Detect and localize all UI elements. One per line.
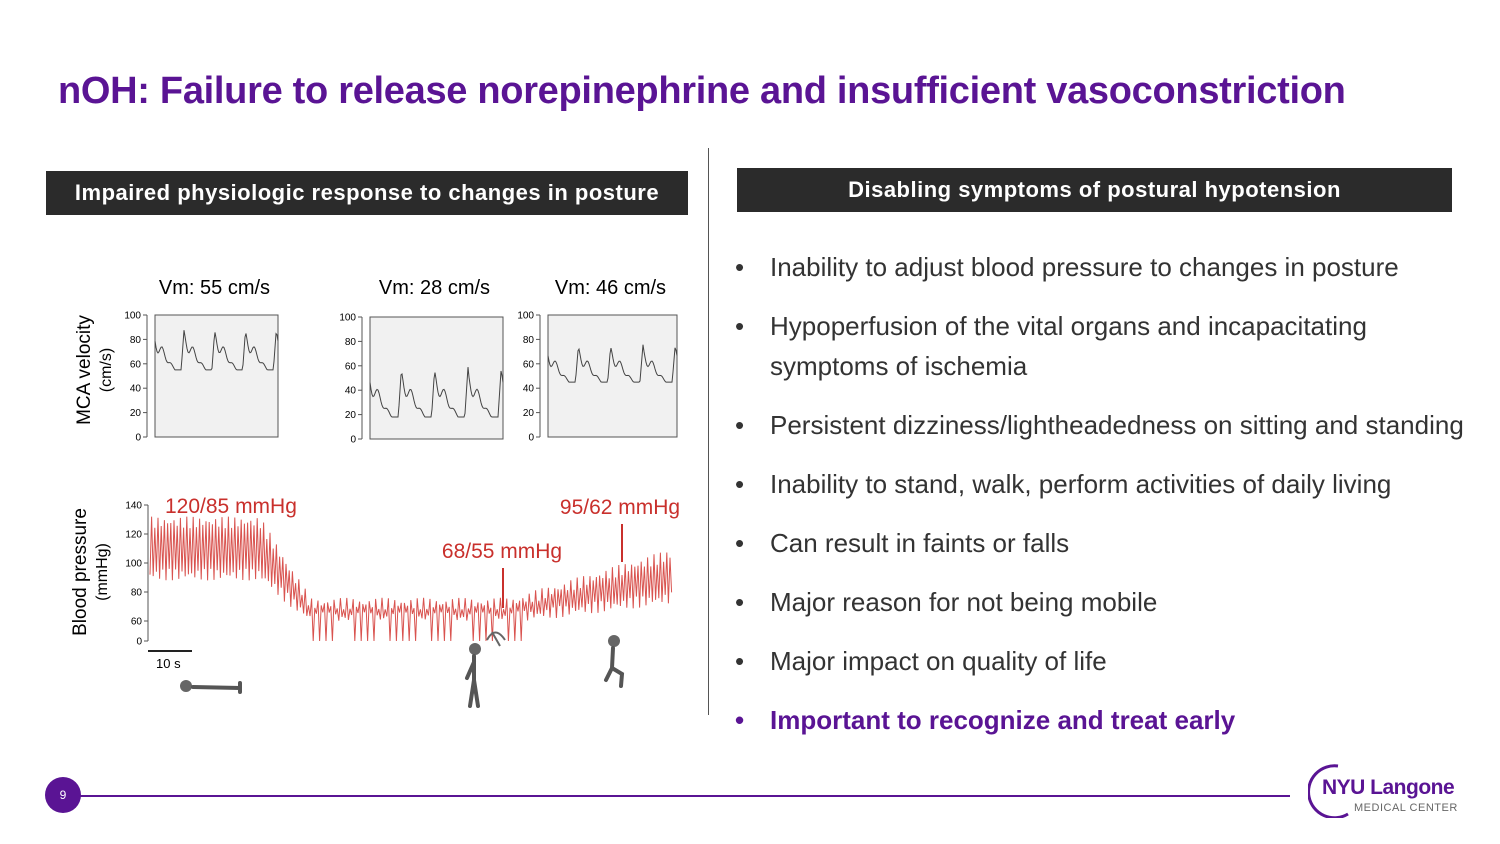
axis-label: Blood pressure — [70, 508, 91, 636]
figure-icon — [180, 680, 192, 692]
tick-label: 100 — [517, 311, 534, 322]
tick-label: 20 — [523, 408, 535, 419]
logo-name: NYU Langone — [1322, 776, 1455, 799]
waveform — [369, 367, 504, 418]
tick-label: 80 — [345, 337, 357, 348]
bullet: Persistent dizziness/lightheadedness on … — [735, 405, 1475, 445]
logo-arc — [1308, 764, 1349, 818]
axis-unit: (mmHg) — [94, 543, 111, 601]
bullet: Major impact on quality of life — [735, 641, 1475, 681]
bullet: Hypoperfusion of the vital organs and in… — [735, 306, 1475, 386]
bp-annotation: 68/55 mmHg — [442, 540, 562, 563]
tick-label: 60 — [130, 359, 142, 370]
panel-label: Vm: 46 cm/s — [555, 277, 666, 299]
slide-title: nOH: Failure to release norepinephrine a… — [58, 70, 1346, 112]
left-heading: Impaired physiologic response to changes… — [46, 171, 688, 215]
bullet: Can result in faints or falls — [735, 523, 1475, 563]
bp-annotation: 95/62 mmHg — [560, 496, 680, 519]
waveform — [154, 330, 279, 371]
bp-trace — [149, 516, 673, 642]
panel-box — [154, 314, 279, 438]
panel-label: Vm: 28 cm/s — [379, 277, 490, 299]
waveform — [547, 344, 678, 383]
tick-label: 20 — [345, 410, 357, 421]
tick-label: 40 — [130, 384, 142, 395]
logo-sub: MEDICAL CENTER — [1354, 802, 1458, 814]
logo-arc — [1308, 764, 1349, 818]
tick-label: 80 — [130, 335, 142, 346]
tick-label: 60 — [345, 361, 357, 372]
axis-label: MCA velocity — [74, 315, 95, 425]
tick-label: 80 — [131, 588, 143, 599]
tick-label: 0 — [135, 433, 141, 444]
axis-unit: (cm/s) — [98, 348, 115, 392]
panel-box — [369, 316, 504, 440]
bp-annotation: 120/85 mmHg — [165, 495, 297, 518]
tick-label: 60 — [523, 359, 535, 370]
page-number: 9 — [45, 777, 81, 813]
tick-label: 120 — [125, 530, 142, 541]
tick-label: 0 — [350, 435, 356, 446]
figure-icon — [486, 631, 506, 647]
figure-icon — [608, 635, 620, 647]
bullet-list: Inability to adjust blood pressure to ch… — [735, 247, 1475, 759]
bullet: Inability to adjust blood pressure to ch… — [735, 247, 1475, 287]
bullet: Inability to stand, walk, perform activi… — [735, 464, 1475, 504]
tick-label: 100 — [124, 311, 141, 322]
figure-icon — [604, 646, 625, 688]
tick-label: 100 — [125, 559, 142, 570]
figure-icon — [465, 654, 480, 708]
tick-label: 140 — [125, 501, 142, 512]
tick-label: 40 — [345, 386, 357, 397]
panel-label: Vm: 55 cm/s — [159, 277, 270, 299]
divider — [708, 148, 709, 715]
tick-label: 40 — [523, 384, 535, 395]
tick-label: 80 — [523, 335, 535, 346]
scale-label: 10 s — [156, 656, 181, 671]
bullet: Important to recognize and treat early — [735, 700, 1475, 740]
bullet: Major reason for not being mobile — [735, 582, 1475, 622]
tick-label: 0 — [136, 637, 142, 648]
panel-box — [547, 314, 678, 438]
figure-icon — [469, 643, 481, 655]
tick-label: 100 — [339, 313, 356, 324]
right-heading: Disabling symptoms of postural hypotensi… — [737, 168, 1452, 212]
tick-label: 0 — [528, 433, 534, 444]
tick-label: 60 — [131, 617, 143, 628]
figure-icon — [191, 681, 242, 694]
footer-line — [80, 795, 1290, 797]
tick-label: 20 — [130, 408, 142, 419]
